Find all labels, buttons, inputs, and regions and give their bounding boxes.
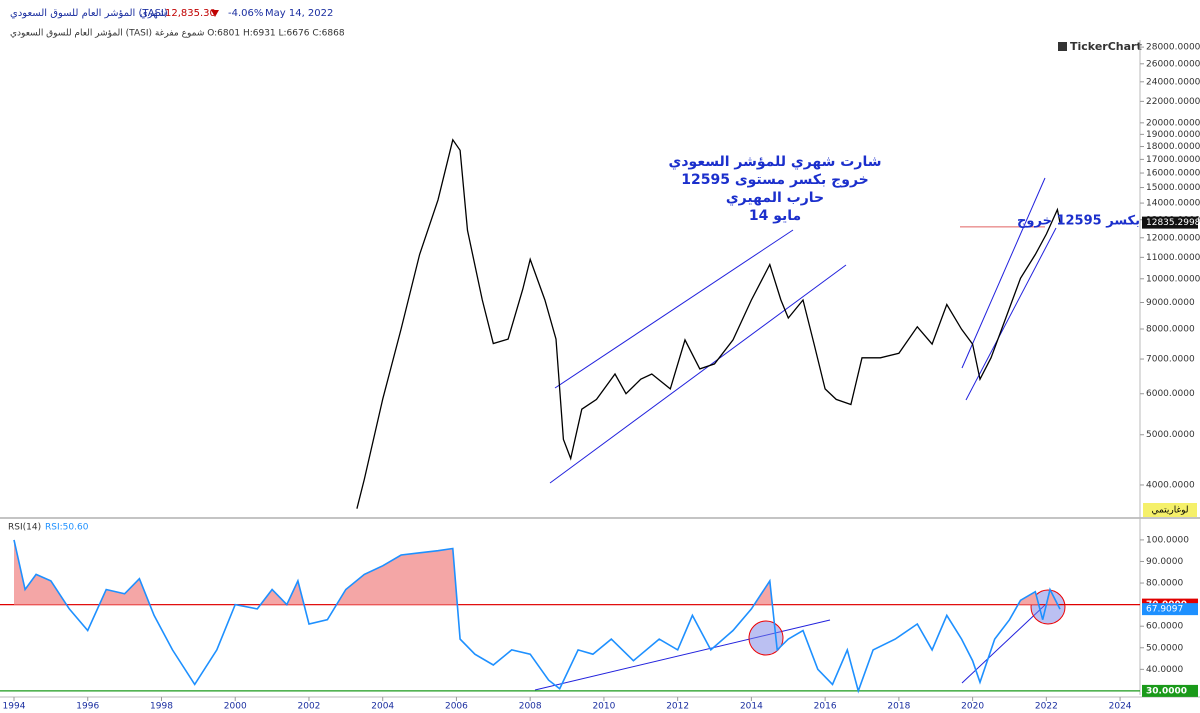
x-tick-label: 2016	[814, 702, 837, 712]
y-tick-label: 14000.0000	[1146, 199, 1200, 209]
y-tick-label: 9000.0000	[1146, 298, 1195, 308]
y-tick-label: 12000.0000	[1146, 233, 1200, 243]
ohlc: المؤشر العام للسوق السعودي (TASI) شموع م…	[10, 29, 345, 39]
price: 12,835.30	[165, 8, 216, 19]
y-tick-label: 24000.0000	[1146, 77, 1200, 87]
logo-icon	[1058, 42, 1067, 51]
y-tick-label: 80.0000	[1146, 579, 1183, 589]
x-tick-label: 1996	[76, 702, 99, 712]
y-tick-label: 19000.0000	[1146, 130, 1200, 140]
y-tick-label: 17000.0000	[1146, 155, 1200, 165]
current-value-box	[1142, 216, 1198, 229]
x-tick-label: 2020	[961, 702, 984, 712]
annotation-line: 14 مايو	[749, 208, 801, 224]
y-tick-label: 60.0000	[1146, 622, 1183, 632]
rsi-subtitle: RSI:50.60	[45, 523, 89, 533]
y-tick-label: 100.0000	[1146, 535, 1189, 545]
y-tick-label: 16000.0000	[1146, 169, 1200, 179]
y-tick-label: 10000.0000	[1146, 274, 1200, 284]
trendline	[554, 229, 794, 389]
current-value-label: 12835.2998	[1146, 218, 1200, 228]
trendline	[549, 264, 847, 484]
annotation: شارت شهري للمؤشر السعودي خروج بكسر مستوى…	[669, 154, 1140, 229]
x-tick-label: 2002	[298, 702, 321, 712]
y-tick-label: 5000.0000	[1146, 430, 1195, 440]
trendline	[961, 177, 1046, 369]
y-tick-label: 11000.0000	[1146, 253, 1200, 263]
annotation-line: حارب المهيري	[726, 190, 824, 207]
x-tick-label: 1994	[3, 702, 26, 712]
annotation-line: بكسر 12595 خروج	[1017, 214, 1140, 229]
y-tick-label: 90.0000	[1146, 557, 1183, 567]
trendline	[965, 227, 1057, 401]
log-button-label[interactable]: لوغاريتمي	[1151, 506, 1188, 516]
y-tick-label: 26000.0000	[1146, 59, 1200, 69]
y-tick-label: 8000.0000	[1146, 324, 1195, 334]
annotation-line: شارت شهري للمؤشر السعودي	[669, 154, 882, 171]
x-tick-label: 2022	[1035, 702, 1058, 712]
value-box-label: 30.0000	[1146, 686, 1187, 696]
down-arrow	[211, 10, 219, 17]
log-button[interactable]	[1143, 503, 1197, 517]
date: May 14, 2022	[265, 8, 333, 19]
highlight-circle	[1030, 589, 1066, 625]
overbought-area	[14, 539, 1060, 605]
x-tick-label: 2024	[1109, 702, 1132, 712]
x-tick-label: 2014	[740, 702, 763, 712]
current-value-box	[1142, 603, 1198, 616]
y-tick-label: 6000.0000	[1146, 389, 1195, 399]
x-tick-label: 2018	[887, 702, 910, 712]
change: -4.06%	[228, 8, 263, 19]
current-value-label: 67.9097	[1146, 605, 1183, 615]
x-tick-label: 2000	[224, 702, 247, 712]
rsi-title: RSI(14)	[8, 523, 41, 533]
series-line	[356, 138, 1061, 509]
y-tick-label: 7000.0000	[1146, 355, 1195, 365]
y-tick-label: 15000.0000	[1146, 183, 1200, 193]
x-tick-label: 2008	[519, 702, 542, 712]
value-box	[1142, 684, 1198, 697]
y-tick-label: 22000.0000	[1146, 97, 1200, 107]
x-tick-label: 2006	[445, 702, 468, 712]
series-line	[13, 539, 1061, 694]
y-tick-label: 40.0000	[1146, 665, 1183, 675]
period: شهري	[140, 8, 166, 19]
x-tick-label: 2004	[371, 702, 394, 712]
index-name: المؤشر العام للسوق السعودي (TASI)	[10, 8, 168, 19]
x-tick-label: 2010	[592, 702, 615, 712]
x-tick-label: 1998	[150, 702, 173, 712]
logo: TickerChart	[1070, 40, 1142, 53]
y-tick-label: 28000.0000	[1146, 43, 1200, 53]
x-tick-label: 2012	[666, 702, 689, 712]
y-tick-label: 20000.0000	[1146, 118, 1200, 128]
annotation-line: خروج بكسر مستوى 12595	[681, 172, 869, 188]
y-tick-label: 18000.0000	[1146, 142, 1200, 152]
y-tick-label: 4000.0000	[1146, 480, 1195, 490]
y-tick-label: 50.0000	[1146, 643, 1183, 653]
